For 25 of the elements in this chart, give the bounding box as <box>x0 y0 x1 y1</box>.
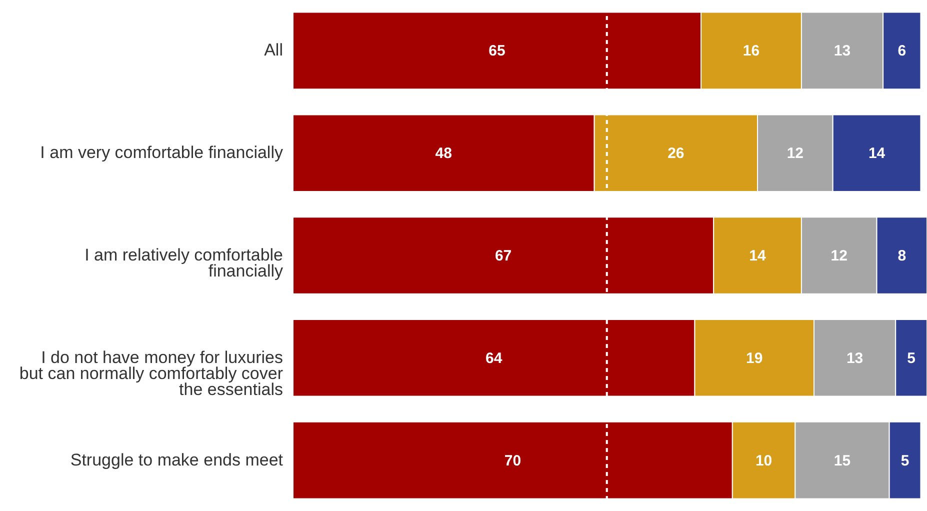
data-label: 5 <box>900 452 910 470</box>
data-label: 14 <box>749 248 767 264</box>
data-label: 14 <box>868 145 886 162</box>
y-tick-label: I am relatively comfortable financially <box>84 246 284 280</box>
data-label: 16 <box>742 42 760 60</box>
y-tick-label: Struggle to make ends meet <box>70 450 284 470</box>
data-label: 65 <box>488 42 506 60</box>
data-label: 12 <box>786 145 804 162</box>
data-label: 8 <box>898 248 906 264</box>
data-label: 48 <box>435 145 452 162</box>
data-label: 70 <box>504 452 522 470</box>
data-label: 64 <box>486 350 503 367</box>
data-label: 26 <box>668 145 684 162</box>
data-label: 15 <box>834 452 851 470</box>
y-tick-label: I am very comfortable financially <box>40 143 284 162</box>
data-label: 5 <box>907 350 916 367</box>
data-label: 13 <box>834 42 851 60</box>
data-label: 67 <box>494 248 512 264</box>
data-label: 10 <box>755 452 772 470</box>
y-tick-label: All <box>264 40 283 60</box>
data-label: 19 <box>746 350 763 367</box>
data-label: 6 <box>898 42 906 60</box>
y-tick-label: I do not have money for luxuries but can normally comfortably cover the essentials <box>19 348 284 399</box>
data-label: 13 <box>846 350 864 367</box>
data-label: 12 <box>830 248 848 264</box>
